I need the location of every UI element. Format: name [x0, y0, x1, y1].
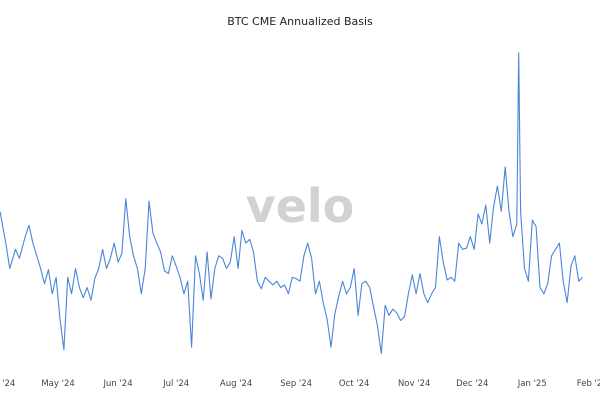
series-layer	[0, 52, 583, 355]
x-tick-label: Aug '24	[220, 379, 252, 389]
x-tick-label: Jan '25	[517, 379, 547, 389]
x-tick-label: Jun '24	[102, 379, 132, 389]
x-tick-label: Jul '24	[162, 379, 189, 389]
chart-title: BTC CME Annualized Basis	[227, 15, 373, 28]
x-tick-label: Sep '24	[280, 379, 312, 389]
x-tick-label: Dec '24	[456, 379, 488, 389]
velo-watermark: velo	[246, 179, 355, 233]
x-tick-label: Nov '24	[398, 379, 430, 389]
x-tick-label: Feb '25	[577, 379, 600, 389]
x-tick-label: Apr '24	[0, 379, 15, 389]
x-tick-label: Oct '24	[339, 379, 370, 389]
series-line	[0, 52, 583, 355]
x-tick-label: May '24	[41, 379, 74, 389]
x-axis-ticks: Apr '24 May '24 Jun '24 Jul '24 Aug '24 Sep '…	[0, 379, 600, 389]
